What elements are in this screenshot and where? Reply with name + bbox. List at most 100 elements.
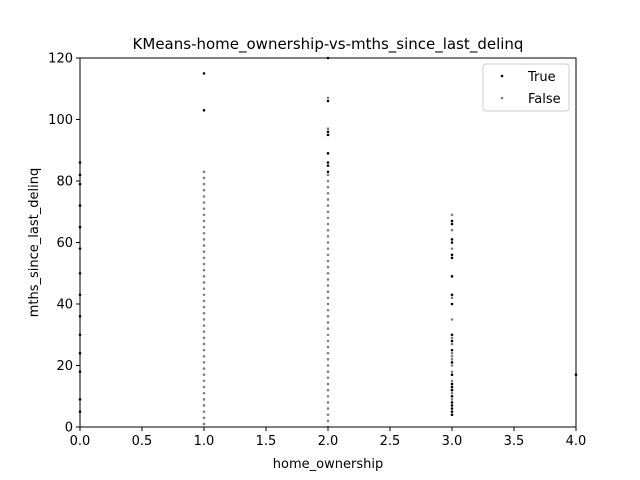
point-false [326, 179, 330, 183]
point-false [202, 318, 206, 321]
point-false [450, 364, 454, 367]
point-true [450, 385, 454, 389]
chart-title: KMeans-home_ownership-vs-mths_since_last… [133, 35, 524, 54]
point-false [202, 416, 206, 420]
point-true [450, 293, 454, 297]
point-false [202, 410, 206, 413]
point-true [450, 222, 454, 226]
point-false [326, 339, 330, 343]
point-false [326, 253, 330, 257]
point-false [450, 391, 454, 395]
legend-box [482, 63, 570, 112]
point-true [202, 72, 206, 75]
point-false [450, 351, 454, 355]
legend-marker-false [500, 96, 504, 100]
point-false [202, 324, 206, 327]
point-true [450, 407, 454, 410]
point-true [326, 170, 330, 174]
point-false [326, 278, 330, 281]
x-tick-label: 4.0 [566, 434, 587, 449]
point-false [326, 284, 330, 287]
point-false [326, 345, 330, 349]
point-false [326, 259, 330, 263]
point-true [450, 256, 454, 260]
point-true [450, 361, 454, 364]
point-true [450, 388, 454, 392]
y-tick-label: 40 [56, 298, 73, 313]
point-false [450, 370, 454, 373]
x-tick-label: 2.0 [318, 434, 339, 449]
point-false [326, 370, 330, 373]
x-axis-label: home_ownership [273, 457, 383, 472]
point-false [326, 290, 330, 294]
point-false [450, 318, 454, 321]
point-false [202, 238, 206, 241]
point-true [450, 410, 454, 413]
point-false [326, 228, 330, 232]
point-false [326, 127, 330, 131]
x-tick-label: 1.5 [256, 434, 277, 449]
point-false [326, 210, 330, 214]
legend: True False [482, 63, 570, 112]
point-false [326, 321, 330, 324]
point-false [326, 401, 330, 404]
point-true [450, 238, 454, 241]
point-false [202, 268, 206, 272]
point-false [326, 265, 330, 269]
point-false [326, 222, 330, 226]
data-points [78, 56, 578, 429]
x-axis-ticks: 0.0 0.5 1.0 1.5 2.0 2.5 3.0 3.5 4.0 [70, 427, 587, 449]
point-false [326, 333, 330, 337]
point-false [202, 330, 206, 333]
point-false [202, 287, 206, 290]
point-false [202, 207, 206, 210]
y-tick-label: 0 [65, 421, 73, 436]
point-true [326, 133, 330, 137]
point-true [202, 108, 206, 112]
y-tick-label: 80 [56, 175, 73, 190]
point-false [202, 256, 206, 260]
point-false [202, 225, 206, 229]
point-false [326, 413, 330, 417]
point-false [326, 192, 330, 195]
point-false [202, 262, 206, 266]
point-true [450, 394, 454, 398]
point-false [202, 348, 206, 352]
point-false [202, 281, 206, 284]
point-true [450, 348, 454, 352]
point-false [326, 198, 330, 201]
y-axis-ticks: 0 20 40 60 80 100 120 [48, 52, 80, 436]
point-false [326, 351, 330, 355]
point-false [326, 271, 330, 275]
point-false [202, 391, 206, 395]
plot-frame [79, 57, 577, 428]
point-false [326, 302, 330, 306]
legend-label-false: False [528, 92, 561, 107]
point-false [326, 394, 330, 398]
point-true [326, 164, 330, 167]
point-false [326, 358, 330, 361]
point-false [202, 422, 206, 426]
point-true [450, 333, 454, 337]
point-false [326, 235, 330, 238]
point-false [202, 213, 206, 217]
x-tick-label: 1.0 [194, 434, 215, 449]
point-false [450, 296, 454, 300]
point-false [450, 228, 454, 232]
point-false [450, 379, 454, 383]
point-false [326, 364, 330, 367]
point-true [450, 382, 454, 386]
point-false [450, 358, 454, 361]
point-true [450, 302, 454, 306]
x-tick-label: 0.0 [70, 434, 91, 449]
point-false [450, 342, 454, 346]
point-false [326, 247, 330, 250]
point-false [202, 361, 206, 364]
point-false [326, 96, 330, 100]
x-tick-label: 3.0 [442, 434, 463, 449]
point-false [202, 176, 206, 180]
point-true [450, 219, 454, 223]
x-tick-label: 2.5 [380, 434, 401, 449]
point-false [202, 299, 206, 303]
